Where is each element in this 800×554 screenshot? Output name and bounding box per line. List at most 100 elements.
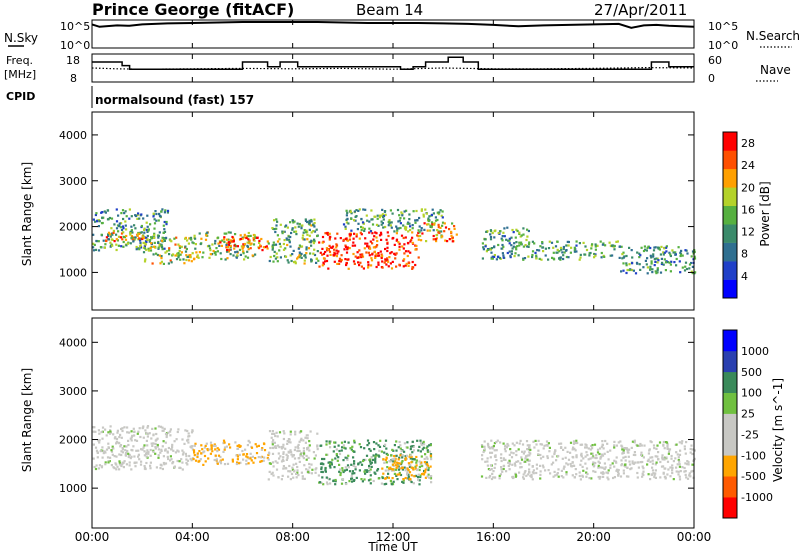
scatter-cell: [415, 244, 418, 248]
scatter-cell: [183, 442, 186, 445]
scatter-cell: [385, 263, 388, 266]
scatter-cell: [124, 224, 127, 227]
scatter-cell: [209, 441, 213, 444]
scatter-cell: [628, 263, 631, 266]
scatter-cell: [655, 447, 658, 450]
scatter-cell: [625, 254, 628, 258]
scatter-cell: [594, 248, 597, 251]
scatter-cell: [146, 425, 150, 428]
scatter-cell: [107, 233, 110, 236]
scatter-cell: [585, 248, 589, 252]
scatter-cell: [183, 262, 186, 265]
scatter-cell: [296, 445, 299, 448]
colorbar-swatch: [723, 371, 737, 393]
scatter-cell: [678, 463, 681, 466]
scatter-cell: [430, 221, 434, 224]
scatter-cell: [367, 442, 371, 445]
scatter-cell: [675, 443, 678, 446]
scatter-cell: [141, 237, 144, 241]
scatter-cell: [212, 444, 215, 447]
scatter-cell: [171, 446, 174, 449]
scatter-cell: [417, 473, 420, 476]
scatter-cell: [395, 440, 398, 443]
scatter-cell: [175, 236, 178, 239]
scatter-cell: [137, 453, 140, 456]
scatter-cell: [632, 453, 635, 456]
scatter-cell: [217, 454, 221, 457]
scatter-cell: [229, 231, 232, 234]
scatter-cell: [520, 241, 523, 244]
scatter-cell: [354, 255, 357, 258]
scatter-cell: [308, 444, 311, 447]
scatter-cell: [353, 472, 356, 475]
scatter-cell: [375, 442, 378, 445]
scatter-cell: [181, 453, 185, 456]
scatter-cell: [167, 431, 170, 434]
scatter-cell: [228, 248, 231, 251]
scatter-cell: [409, 228, 412, 232]
scatter-cell: [381, 260, 384, 263]
scatter-cell: [296, 471, 299, 474]
scatter-cell: [128, 461, 131, 464]
scatter-cell: [305, 248, 308, 251]
scatter-cell: [339, 471, 342, 475]
scatter-cell: [426, 229, 429, 232]
scatter-cell: [118, 222, 121, 225]
scatter-cell: [225, 445, 228, 448]
scatter-cell: [569, 451, 572, 454]
scatter-cell: [346, 246, 349, 249]
scatter-cell: [254, 457, 257, 460]
scatter-cell: [558, 250, 561, 253]
scatter-cell: [169, 428, 172, 431]
scatter-cell: [250, 446, 254, 449]
scatter-cell: [254, 253, 257, 256]
scatter-cell: [592, 465, 595, 468]
scatter-cell: [157, 448, 160, 451]
scatter-cell: [326, 254, 329, 257]
colorbar-swatch: [723, 132, 737, 151]
scatter-cell: [122, 245, 125, 248]
scatter-cell: [241, 449, 244, 453]
scatter-cell: [578, 258, 581, 261]
scatter-cell: [278, 249, 281, 252]
scatter-cell: [189, 236, 193, 239]
scatter-cell: [670, 260, 673, 263]
scatter-cell: [113, 437, 116, 440]
scatter-cell: [492, 444, 495, 448]
scatter-cell: [528, 451, 531, 454]
scatter-cell: [382, 458, 385, 461]
scatter-cell: [656, 444, 659, 447]
scatter-cell: [342, 470, 345, 474]
scatter-cell: [517, 448, 520, 451]
scatter-cell: [386, 476, 389, 479]
scatter-cell: [273, 219, 276, 222]
scatter-cell: [222, 439, 226, 442]
velocity-colorbar-label: Velocity [m s^-1]: [771, 378, 785, 482]
scatter-cell: [370, 218, 373, 221]
scatter-cell: [389, 479, 392, 482]
scatter-cell: [367, 266, 370, 269]
scatter-cell: [593, 443, 597, 446]
scatter-cell: [126, 242, 129, 245]
scatter-cell: [531, 255, 534, 259]
scatter-cell: [391, 458, 394, 461]
scatter-cell: [663, 258, 666, 261]
scatter-cell: [271, 227, 274, 230]
scatter-cell: [399, 462, 402, 465]
scatter-cell: [333, 254, 336, 257]
scatter-cell: [215, 458, 218, 461]
scatter-cell: [121, 427, 124, 430]
scatter-cell: [163, 427, 166, 430]
scatter-cell: [364, 472, 367, 475]
scatter-cell: [180, 458, 183, 461]
scatter-cell: [560, 475, 563, 478]
scatter-cell: [302, 238, 305, 241]
scatter-cell: [425, 212, 428, 215]
scatter-cell: [187, 242, 190, 245]
scatter-cell: [494, 476, 497, 479]
scatter-cell: [284, 447, 287, 450]
scatter-cell: [429, 465, 432, 468]
scatter-cell: [245, 459, 248, 462]
scatter-cell: [681, 266, 684, 269]
scatter-cell: [511, 247, 514, 250]
